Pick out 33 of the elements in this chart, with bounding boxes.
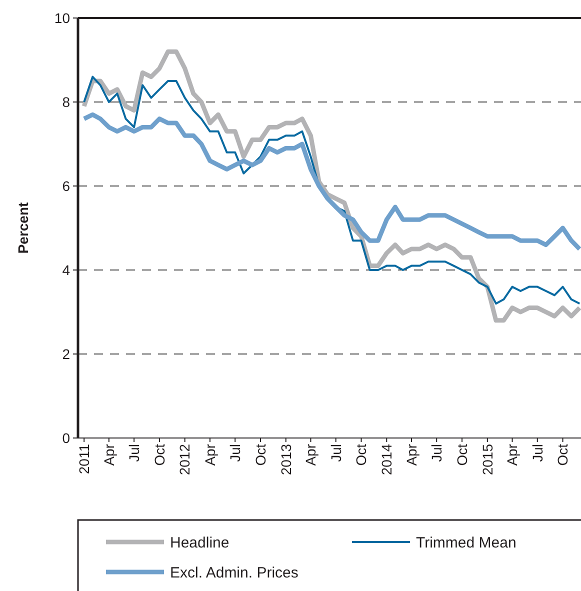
y-tick-label: 8: [62, 94, 70, 110]
y-tick-label: 2: [62, 346, 70, 362]
x-tick-label: Jul: [328, 444, 344, 462]
x-tick-label: Apr: [100, 444, 117, 466]
line-series: [82, 49, 581, 323]
y-tick-label: 4: [62, 262, 70, 278]
x-tick-label: 2014: [378, 444, 395, 476]
x-tick-label: Apr: [403, 444, 420, 466]
line-series: [83, 76, 581, 305]
y-tick-label: 0: [62, 430, 70, 446]
x-tick-label: Oct: [554, 444, 571, 466]
legend-label: Headline: [170, 534, 230, 552]
x-tick-label: Apr: [302, 444, 319, 466]
x-tick-label: 2012: [176, 444, 193, 476]
x-tick-label: 2013: [278, 444, 294, 476]
x-tick-label: Oct: [454, 444, 470, 466]
x-tick-label: 2015: [479, 444, 496, 476]
x-tick-label: Oct: [353, 444, 370, 466]
y-axis-title: Percent: [15, 202, 31, 254]
line-series: [82, 112, 581, 252]
x-tick-label: 2011: [76, 444, 92, 474]
legend-label: Trimmed Mean: [416, 534, 516, 552]
x-tick-label: Apr: [202, 444, 218, 466]
y-tick-label: 10: [54, 10, 70, 26]
x-tick-label: Jul: [226, 444, 243, 462]
x-tick-label: Jul: [126, 444, 142, 462]
legend-label: Excl. Admin. Prices: [170, 564, 298, 582]
x-tick-label: Jul: [428, 444, 445, 462]
x-tick-label: Oct: [151, 444, 168, 466]
x-tick-label: Jul: [529, 444, 546, 462]
x-tick-label: Oct: [252, 444, 268, 466]
x-tick-label: Apr: [504, 444, 520, 466]
y-tick-label: 6: [62, 178, 70, 194]
